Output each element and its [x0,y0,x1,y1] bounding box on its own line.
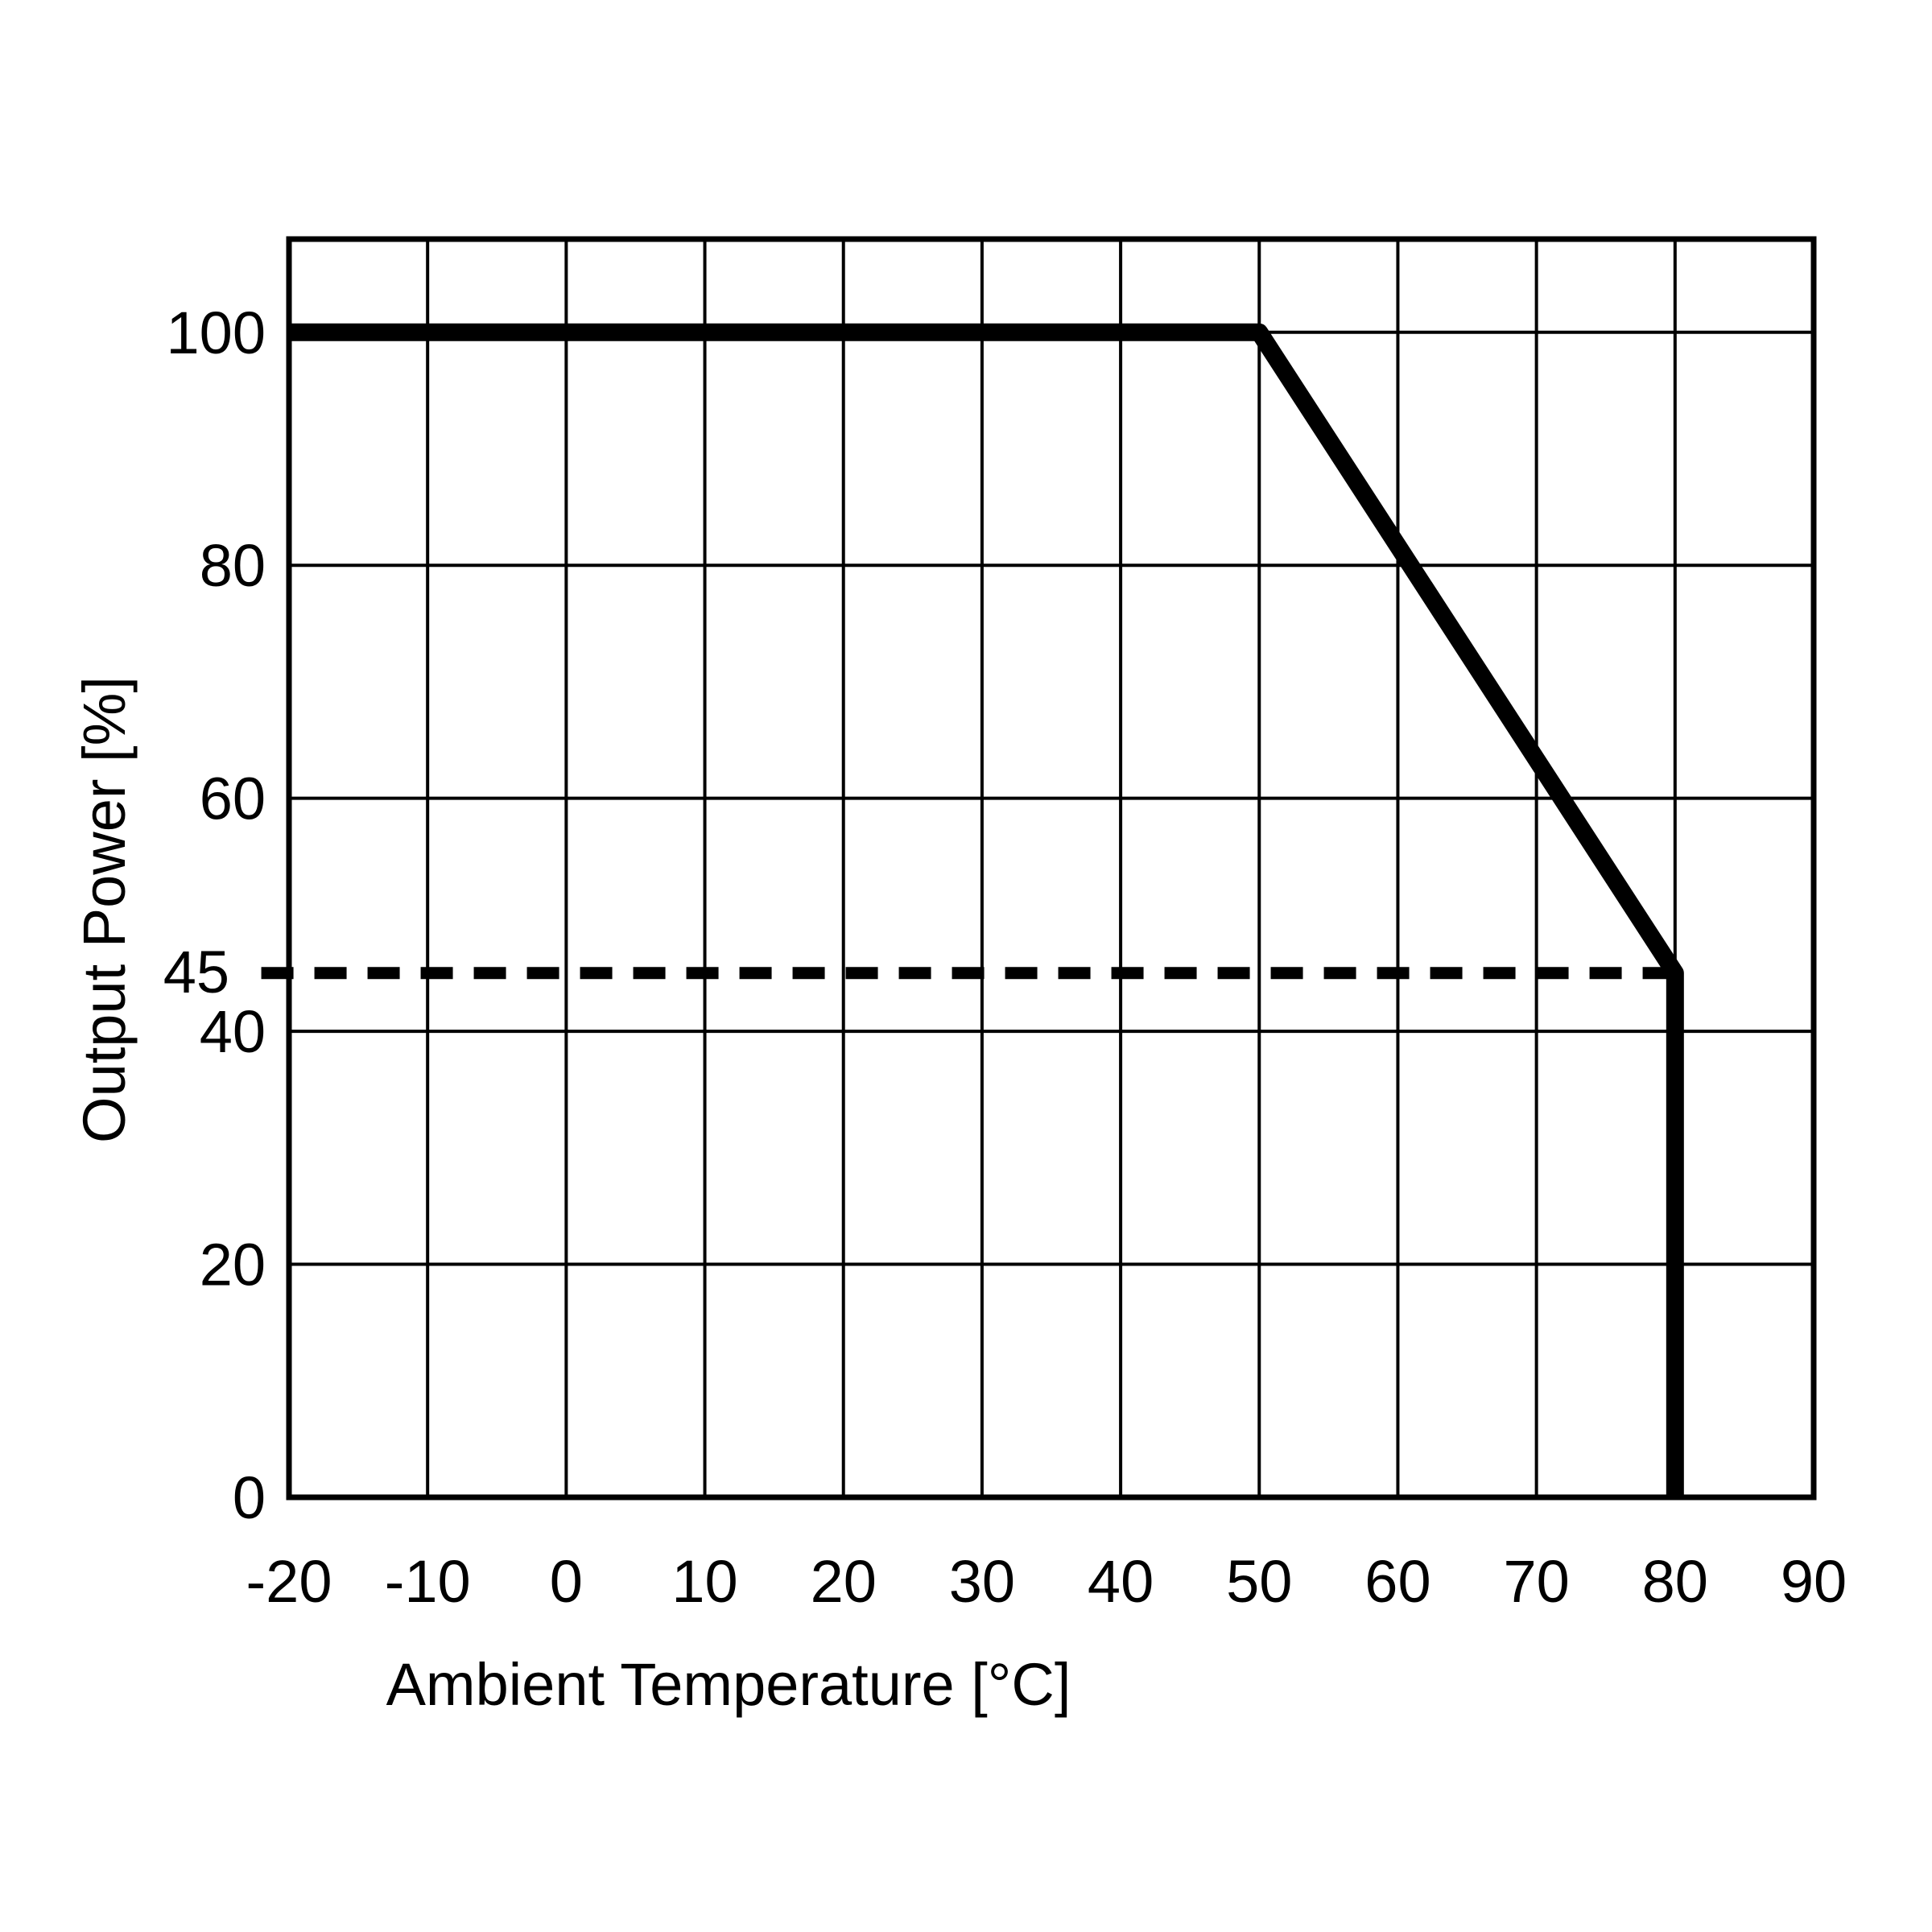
x-tick-label: 50 [1226,1548,1292,1615]
x-tick-label: 30 [949,1548,1015,1615]
plot-frame [286,236,1817,1501]
x-tick-label: -20 [246,1548,332,1615]
y-tick-label: 0 [233,1464,266,1531]
x-tick-label: 0 [550,1548,583,1615]
y-tick-label: 40 [200,998,266,1065]
x-tick-labels: -20 -10 0 10 20 30 40 50 60 70 80 90 [246,1548,1847,1615]
y-tick-label: 80 [200,532,266,599]
x-axis-title: Ambient Temperature [°C] [386,1651,1071,1718]
grid-layer [289,239,1814,1497]
series-layer [261,323,1684,1497]
y-tick-label: 100 [167,299,266,366]
y-tick-labels: 0 20 40 60 80 100 45 [163,299,266,1531]
y-axis-title: Output Power [%] [71,676,138,1143]
x-tick-label: 20 [811,1548,877,1615]
plot-border [286,236,1817,1501]
y-tick-label-extra: 45 [163,939,229,1005]
x-tick-label: 70 [1503,1548,1569,1615]
y-tick-label: 60 [200,766,266,832]
derating-curve [289,323,1684,1497]
x-tick-label: 40 [1088,1548,1154,1615]
x-tick-label: 60 [1364,1548,1430,1615]
x-tick-label: -10 [385,1548,471,1615]
x-tick-label: 80 [1642,1548,1708,1615]
x-tick-label: 10 [671,1548,737,1615]
y-tick-label: 20 [200,1232,266,1298]
x-tick-label: 90 [1781,1548,1847,1615]
